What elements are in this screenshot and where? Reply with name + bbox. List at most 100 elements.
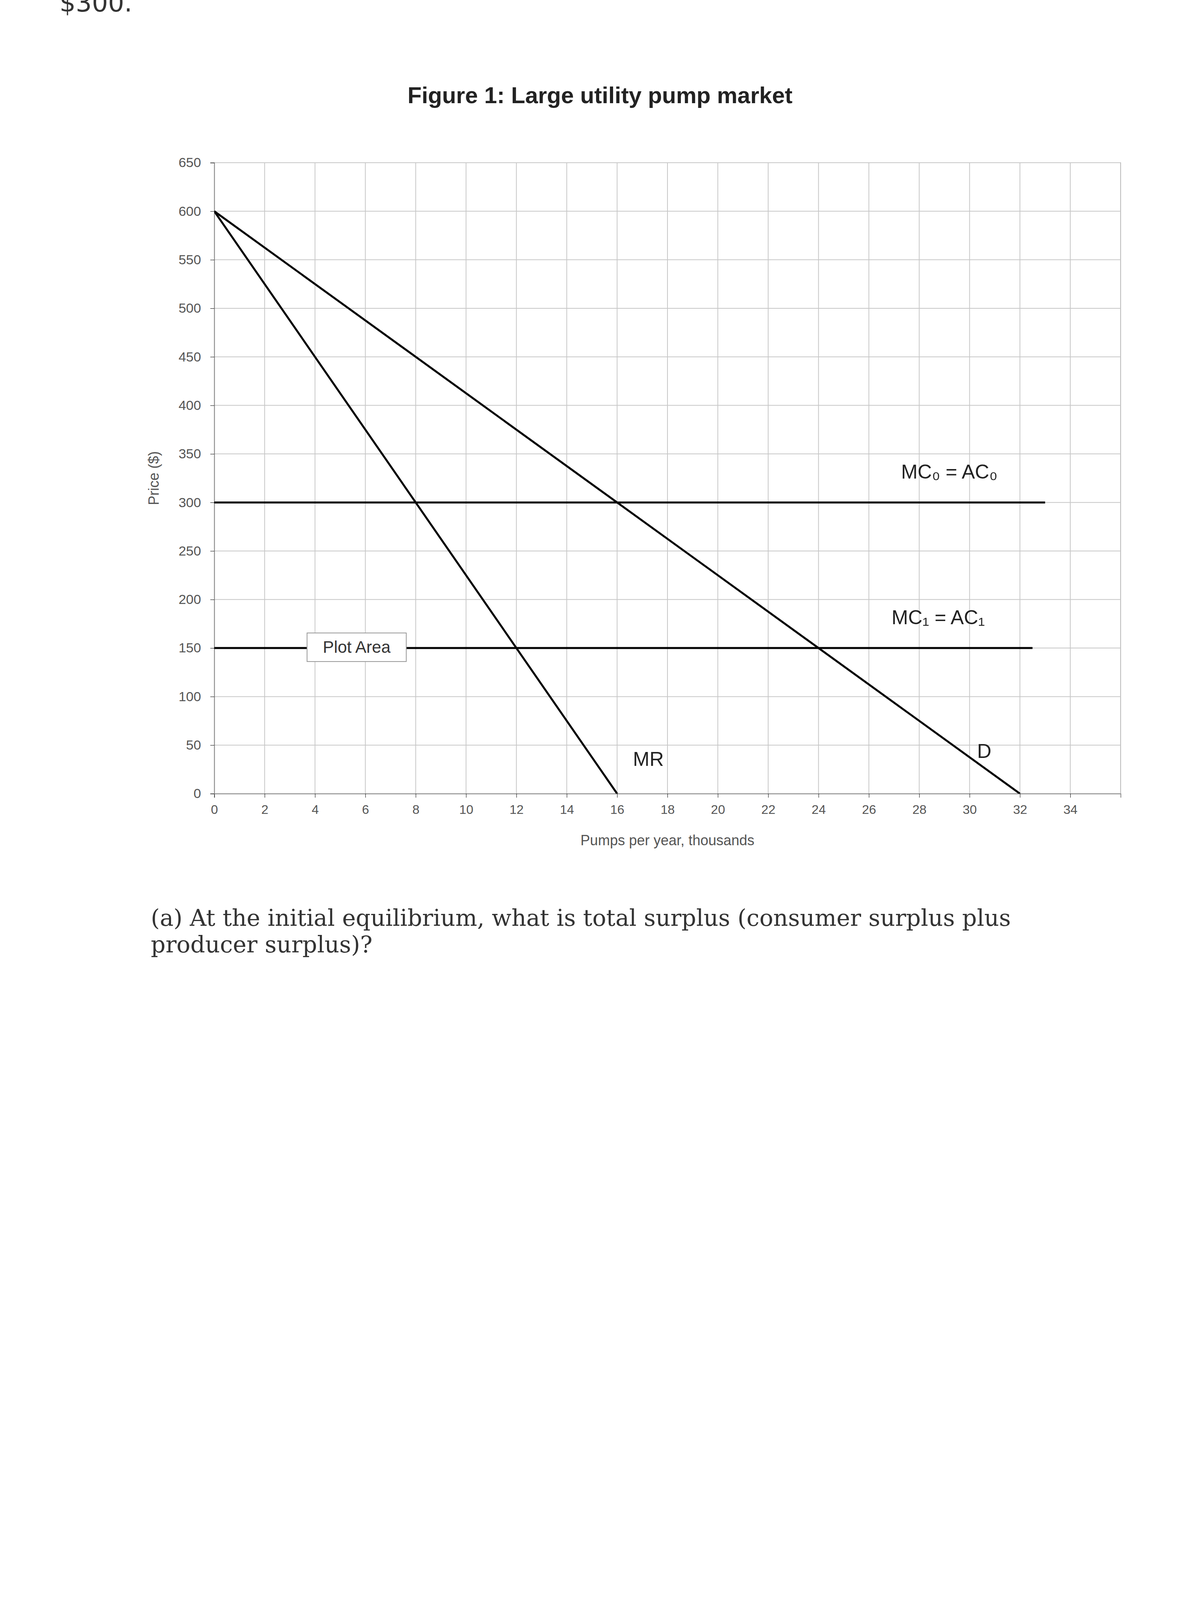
y-tick: 0 — [193, 785, 215, 801]
y-tick-mark — [210, 502, 215, 503]
grid-line-x — [515, 162, 517, 794]
x-tick: 22 — [761, 793, 776, 817]
x-tick: 18 — [660, 793, 675, 817]
x-tick-label: 6 — [361, 802, 370, 817]
x-tick: 20 — [711, 793, 726, 817]
series-line — [214, 501, 1046, 504]
grid-line-x — [415, 162, 417, 794]
x-tick-mark — [768, 793, 769, 798]
y-axis-line — [210, 163, 215, 795]
grid-line-x — [264, 162, 266, 794]
top-note: $300. — [59, 0, 133, 18]
y-tick-label: 200 — [178, 591, 202, 607]
grid-line-x — [667, 162, 668, 794]
y-tick: 50 — [186, 737, 215, 753]
grid-line-x — [868, 162, 870, 794]
grid-line-x — [616, 162, 618, 794]
chart-title: Figure 1: Large utility pump market — [407, 82, 793, 108]
x-tick-label: 18 — [660, 802, 675, 817]
grid-line-x — [1019, 162, 1021, 794]
y-tick-label: 50 — [186, 737, 202, 753]
x-axis: 0246810121416182022242628303234 — [211, 793, 1122, 817]
y-tick: 300 — [178, 494, 215, 510]
plot-area-text: Plot Area — [323, 637, 391, 657]
y-tick-label: 450 — [178, 349, 202, 365]
series-group — [214, 211, 1046, 794]
y-tick-mark — [210, 696, 215, 697]
y-tick-mark — [210, 599, 215, 600]
series-label: D — [976, 740, 992, 763]
y-tick-label: 650 — [178, 154, 202, 170]
x-tick-mark — [516, 793, 517, 798]
x-tick: 6 — [361, 793, 370, 817]
y-tick-mark — [210, 259, 215, 261]
x-tick-label: 30 — [962, 802, 977, 817]
x-tick: 30 — [962, 793, 977, 817]
x-tick-mark — [717, 793, 719, 798]
y-tick-mark — [210, 745, 215, 746]
series-label: MC₀ = AC₀ — [901, 460, 998, 483]
y-tick-label: 400 — [178, 397, 202, 413]
grid-line-y — [214, 501, 1121, 503]
y-tick-mark — [210, 648, 215, 649]
grid-line-x — [314, 162, 316, 794]
chart-svg: 0246810121416182022242628303234050100150… — [0, 0, 1200, 874]
x-tick-label: 26 — [861, 802, 877, 817]
x-tick-label: 16 — [610, 802, 625, 817]
y-tick-label: 300 — [178, 494, 202, 510]
y-tick: 100 — [178, 688, 215, 704]
x-tick-label: 14 — [559, 802, 575, 817]
x-tick-label: 10 — [459, 802, 474, 817]
plot-area-tag: Plot Area — [307, 632, 407, 662]
x-tick-mark — [667, 793, 668, 798]
grid-line-x — [365, 162, 366, 794]
grid-line-x — [717, 162, 719, 794]
y-tick-label: 0 — [193, 785, 202, 801]
x-tick-mark — [465, 793, 467, 798]
y-tick-mark — [210, 550, 215, 552]
plot-frame — [214, 162, 1121, 794]
grid-line-x — [465, 162, 467, 794]
x-tick-label: 24 — [811, 802, 826, 817]
x-tick: 10 — [459, 793, 474, 817]
x-tick-mark — [566, 793, 568, 798]
y-tick: 650 — [178, 154, 215, 170]
x-tick: 32 — [1013, 793, 1028, 817]
x-tick-mark — [818, 793, 820, 798]
x-tick-mark — [365, 793, 366, 798]
y-tick-label: 100 — [178, 688, 202, 704]
x-tick-label: 2 — [261, 802, 269, 817]
x-tick-mark — [264, 793, 266, 798]
x-tick: 16 — [610, 793, 625, 817]
x-tick: 8 — [412, 793, 420, 817]
y-tick: 450 — [178, 349, 215, 365]
y-tick-mark — [210, 211, 215, 212]
x-tick-mark — [1070, 793, 1071, 798]
y-tick-label: 350 — [178, 446, 202, 462]
y-tick-label: 250 — [178, 543, 202, 559]
x-tick-label: 0 — [211, 802, 219, 817]
y-tick-label: 150 — [178, 640, 202, 656]
y-tick: 350 — [178, 446, 215, 462]
x-axis-line — [214, 794, 1122, 799]
x-tick-label: 8 — [412, 802, 420, 817]
y-tick: 500 — [178, 300, 215, 316]
x-tick: 4 — [311, 793, 319, 817]
x-tick: 26 — [861, 793, 877, 817]
y-tick-mark — [210, 405, 215, 406]
x-tick-mark — [315, 793, 316, 798]
y-tick-label: 600 — [178, 203, 202, 219]
x-tick-label: 34 — [1063, 802, 1078, 817]
x-tick-mark — [919, 793, 920, 798]
x-tick: 12 — [509, 793, 524, 817]
x-tick-label: 4 — [311, 802, 319, 817]
grid-line-x — [818, 162, 820, 794]
x-tick-mark — [415, 793, 417, 798]
x-tick-mark — [869, 793, 870, 798]
grid — [214, 162, 1121, 794]
y-axis: 050100150200250300350400450500550600650 — [178, 154, 215, 801]
grid-line-x — [1069, 162, 1071, 794]
x-axis-title: Pumps per year, thousands — [580, 832, 755, 849]
x-tick-mark — [969, 793, 970, 798]
y-tick-mark — [210, 453, 215, 455]
